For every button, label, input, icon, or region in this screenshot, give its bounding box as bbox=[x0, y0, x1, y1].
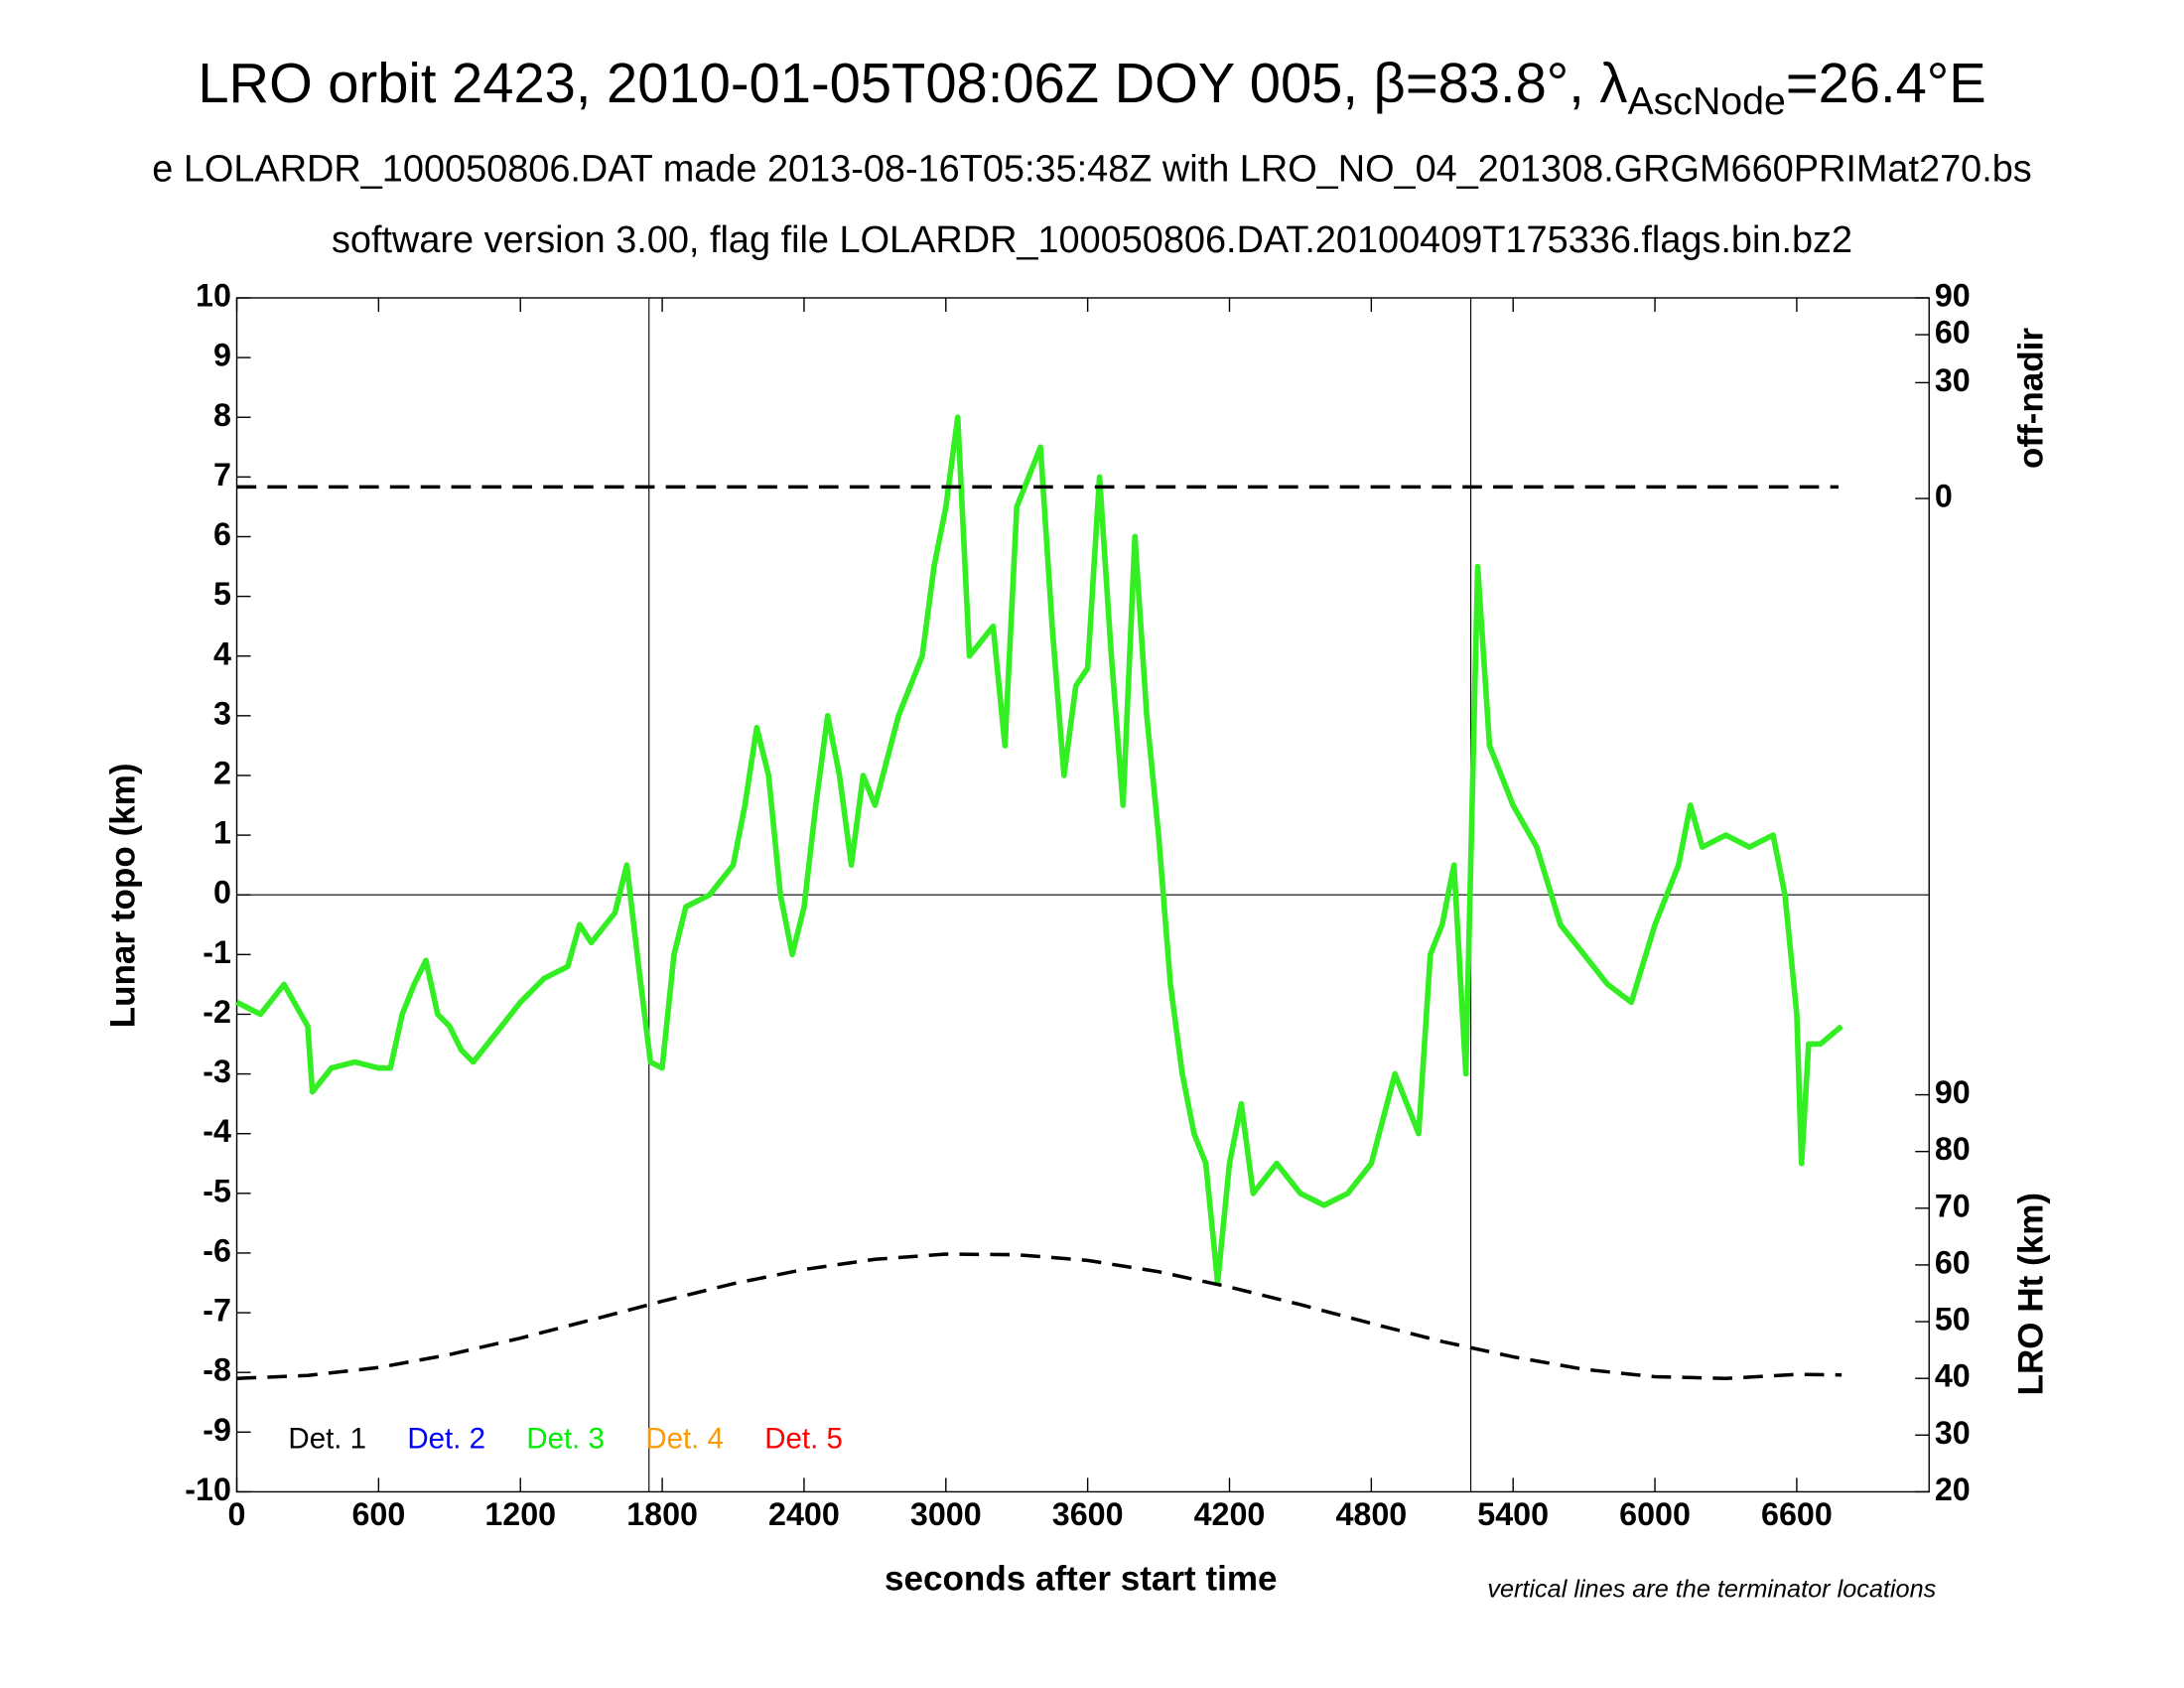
y-axis-label: Lunar topo (km) bbox=[104, 763, 143, 1028]
x-tick-label: 1200 bbox=[484, 1496, 556, 1532]
legend-entry: Det. 5 bbox=[764, 1422, 843, 1455]
y2-tick-label: 40 bbox=[1935, 1358, 1971, 1394]
y2-tick-label: 30 bbox=[1935, 1415, 1971, 1451]
y2-axis-label: LRO Ht (km) bbox=[2012, 1193, 2051, 1396]
y2-tick-label: 70 bbox=[1935, 1188, 1971, 1223]
title-main: LRO orbit 2423, 2010-01-05T08:06Z DOY 00… bbox=[198, 52, 1627, 114]
y-tick-label: 3 bbox=[213, 695, 231, 731]
y-tick-label: 0 bbox=[213, 875, 231, 911]
legend-entry: Det. 4 bbox=[645, 1422, 724, 1455]
y-tick-label: 6 bbox=[213, 516, 231, 552]
y-tick-label: -2 bbox=[203, 994, 231, 1030]
y-tick-label: -8 bbox=[203, 1352, 231, 1388]
annotation: vertical lines are the terminator locati… bbox=[1487, 1576, 1936, 1604]
y-tick-label: 5 bbox=[213, 576, 231, 612]
y3-tick-label: 0 bbox=[1935, 479, 1953, 514]
x-tick-label: 1800 bbox=[626, 1496, 698, 1532]
subtitle: software version 3.00, flag file LOLARDR… bbox=[332, 219, 1852, 261]
subtitle: e LOLARDR_100050806.DAT made 2013-08-16T… bbox=[152, 148, 2031, 190]
y-tick-label: -7 bbox=[203, 1293, 231, 1329]
x-tick-label: 6000 bbox=[1619, 1496, 1691, 1532]
topo-trace bbox=[235, 414, 1843, 1286]
y-tick-label: 10 bbox=[196, 278, 231, 314]
y3-axis-label: off-nadir bbox=[2012, 328, 2051, 470]
dashed-line bbox=[236, 1252, 1843, 1380]
y2-tick-label: 80 bbox=[1935, 1131, 1971, 1167]
y-tick-label: -9 bbox=[203, 1412, 231, 1448]
y-tick-label: 9 bbox=[213, 338, 231, 373]
y2-tick-label: 90 bbox=[1935, 1074, 1971, 1110]
y2-tick-label: 60 bbox=[1935, 1244, 1971, 1280]
legend-entry: Det. 3 bbox=[526, 1422, 605, 1455]
x-axis-label: seconds after start time bbox=[885, 1559, 1278, 1598]
y-tick-label: 8 bbox=[213, 397, 231, 433]
y-tick-label: -5 bbox=[203, 1173, 231, 1208]
title-subscript: AscNode bbox=[1627, 79, 1785, 123]
y2-tick-label: 50 bbox=[1935, 1302, 1971, 1337]
x-tick-label: 3000 bbox=[910, 1496, 982, 1532]
y-tick-label: -4 bbox=[203, 1113, 231, 1149]
x-tick-label: 2400 bbox=[768, 1496, 840, 1532]
y-tick-label: -10 bbox=[185, 1472, 231, 1507]
legend-entry: Det. 2 bbox=[407, 1422, 485, 1455]
title-end: =26.4°E bbox=[1786, 52, 1986, 114]
y3-tick-label: 60 bbox=[1935, 315, 1971, 351]
y-tick-label: 4 bbox=[213, 635, 231, 671]
y-tick-label: -1 bbox=[203, 934, 231, 970]
y-tick-label: 1 bbox=[213, 815, 231, 851]
x-tick-label: 4800 bbox=[1335, 1496, 1407, 1532]
x-tick-label: 0 bbox=[228, 1496, 246, 1532]
x-tick-label: 600 bbox=[351, 1496, 405, 1532]
x-tick-label: 4200 bbox=[1194, 1496, 1266, 1532]
y3-tick-label: 30 bbox=[1935, 362, 1971, 398]
x-tick-label: 5400 bbox=[1477, 1496, 1549, 1532]
x-tick-label: 3600 bbox=[1052, 1496, 1124, 1532]
x-tick-label: 6600 bbox=[1761, 1496, 1833, 1532]
y-tick-label: 7 bbox=[213, 457, 231, 492]
y-tick-label: 2 bbox=[213, 756, 231, 791]
chart-title: LRO orbit 2423, 2010-01-05T08:06Z DOY 00… bbox=[198, 52, 1985, 123]
y-tick-label: -6 bbox=[203, 1232, 231, 1268]
y-tick-label: -3 bbox=[203, 1054, 231, 1089]
y2-tick-label: 20 bbox=[1935, 1472, 1971, 1507]
legend-entry: Det. 1 bbox=[288, 1422, 366, 1455]
y3-tick-label: 90 bbox=[1935, 278, 1971, 314]
